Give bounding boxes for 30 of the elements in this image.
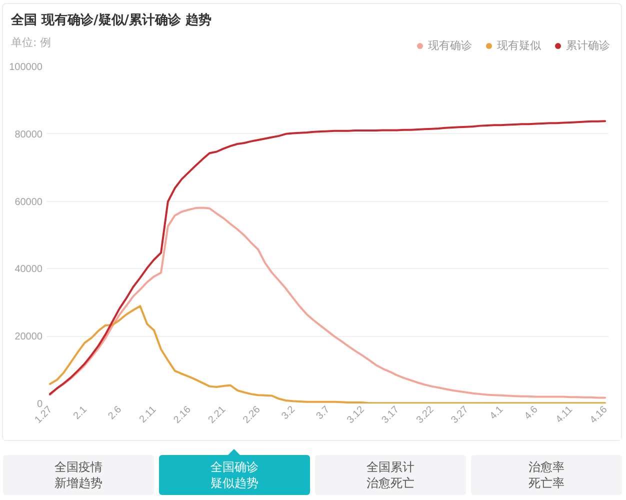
y-tick-label: 60000 [14,196,43,208]
tab: 全国累计治愈死亡 [315,455,466,495]
x-tick-label: 4.11 [554,404,576,426]
x-tick-label: 3.12 [345,404,368,426]
x-tick-label: 4.1 [488,404,506,422]
y-tick-label: 100000 [9,62,43,73]
chart-title: 全国 现有确诊/疑似/累计确诊 趋势 [11,13,212,29]
tab: 治愈率死亡率 [471,455,622,495]
x-tick-label: 4.6 [522,404,541,422]
y-tick-label: 40000 [14,264,43,276]
x-tick-label: 2.1 [72,404,90,422]
legend-label: 累计确诊 [565,39,610,52]
x-tick-label: 3.2 [280,404,298,422]
line-series [48,206,606,399]
y-tick-label: 80000 [14,129,43,140]
x-tick-label: 3.7 [314,404,332,422]
x-tick-label: 3.22 [414,404,436,426]
line-series [48,120,606,396]
tab: 全国疫情新增趋势 [3,455,154,495]
line-series [48,305,606,404]
x-tick-label: 2.21 [206,404,228,426]
tab: 全国确诊疑似趋势 [159,455,310,495]
x-tick-label: 2.6 [106,404,124,422]
y-tick-label: 0 [36,399,43,410]
x-tick-label: 2.11 [138,404,159,426]
y-axis-title: 单位: 例 [11,36,52,50]
y-tick-label: 20000 [14,332,43,343]
legend-label: 现有确诊 [427,39,472,52]
legend-label: 现有疑似 [496,39,541,52]
x-tick-label: 4.16 [588,404,610,426]
